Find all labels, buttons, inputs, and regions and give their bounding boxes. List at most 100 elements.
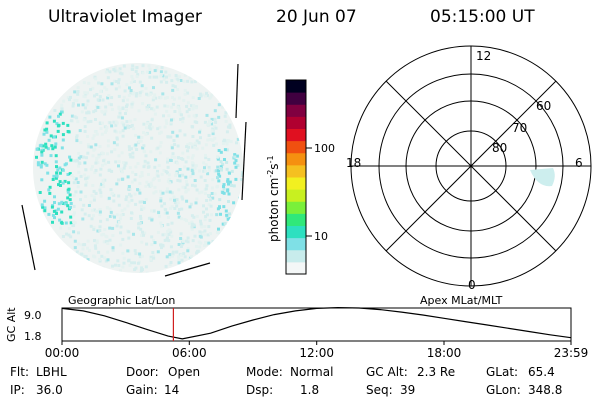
disk-pixel <box>195 147 199 151</box>
disk-pixel <box>95 156 99 160</box>
disk-pixel <box>123 207 127 211</box>
disk-pixel <box>94 191 98 195</box>
disk-pixel <box>222 140 226 144</box>
disk-pixel <box>100 254 104 258</box>
disk-pixel <box>124 198 128 202</box>
disk-pixel <box>140 205 143 209</box>
disk-pixel <box>60 146 64 150</box>
disk-pixel <box>40 150 44 154</box>
disk-pixel <box>56 168 60 172</box>
disk-pixel <box>117 203 121 207</box>
disk-pixel <box>121 265 125 269</box>
disk-pixel <box>145 180 149 184</box>
disk-pixel <box>73 115 77 119</box>
disk-pixel <box>95 132 99 136</box>
disk-pixel <box>77 252 81 256</box>
disk-pixel <box>174 171 178 175</box>
disk-pixel <box>140 240 144 244</box>
disk-pixel <box>125 105 128 108</box>
disk-pixel <box>210 213 213 217</box>
disk-pixel <box>133 261 136 265</box>
disk-pixel <box>97 250 101 254</box>
disk-pixel <box>88 248 91 252</box>
disk-pixel <box>167 239 171 243</box>
mlt-label-18: 18 <box>346 156 361 170</box>
disk-pixel <box>135 92 139 96</box>
disk-pixel <box>122 166 126 170</box>
disk-pixel <box>166 216 170 219</box>
disk-pixel <box>94 168 98 172</box>
disk-pixel <box>163 211 167 215</box>
disk-pixel <box>130 261 134 265</box>
disk-pixel <box>117 194 121 198</box>
disk-pixel <box>109 188 113 192</box>
disk-pixel <box>207 122 211 126</box>
info-flt-value: LBHL <box>36 365 67 379</box>
disk-pixel <box>47 138 51 142</box>
disk-pixel <box>92 148 96 152</box>
disk-pixel <box>101 163 104 167</box>
disk-pixel <box>191 135 195 138</box>
colorbar-stop <box>286 249 306 263</box>
disk-pixel <box>121 129 125 133</box>
disk-pixel <box>109 103 113 107</box>
disk-pixel <box>194 106 198 110</box>
disk-pixel <box>115 143 119 147</box>
disk-pixel <box>78 129 82 133</box>
disk-pixel <box>153 69 157 73</box>
disk-pixel <box>203 233 207 237</box>
disk-pixel <box>74 177 78 181</box>
disk-pixel <box>104 259 108 263</box>
disk-pixel <box>155 172 159 176</box>
disk-pixel <box>171 84 175 88</box>
disk-pixel <box>131 170 135 174</box>
disk-pixel <box>160 172 164 176</box>
disk-pixel <box>72 220 76 224</box>
colorbar-stop <box>286 213 306 227</box>
disk-pixel <box>144 132 148 136</box>
disk-pixel <box>215 155 219 159</box>
disk-pixel <box>210 117 214 121</box>
disk-pixel <box>227 182 230 186</box>
disk-pixel <box>138 200 142 204</box>
disk-pixel <box>137 109 141 113</box>
disk-pixel <box>147 64 151 68</box>
colorbar-stop <box>286 152 306 166</box>
info-glat-value: 65.4 <box>528 365 555 379</box>
disk-pixel <box>111 234 115 238</box>
disk-pixel <box>60 103 64 107</box>
disk-pixel <box>129 124 133 128</box>
disk-pixel <box>221 222 225 226</box>
disk-pixel <box>117 94 121 98</box>
disk-pixel <box>141 268 144 272</box>
disk-pixel <box>106 242 110 245</box>
disk-pixel <box>76 181 80 184</box>
disk-pixel <box>228 171 231 175</box>
disk-pixel <box>188 257 192 261</box>
disk-pixel <box>97 153 101 157</box>
disk-pixel <box>222 138 226 142</box>
disk-pixel <box>152 254 155 258</box>
disk-pixel <box>134 165 138 169</box>
disk-pixel <box>67 130 71 134</box>
disk-pixel <box>93 94 96 98</box>
disk-pixel <box>95 159 99 163</box>
disk-pixel <box>181 197 185 201</box>
mlt-label-12: 12 <box>476 49 491 63</box>
disk-pixel <box>127 185 131 188</box>
disk-pixel <box>140 208 144 211</box>
disk-pixel <box>86 246 89 250</box>
disk-pixel <box>80 252 84 256</box>
disk-pixel <box>92 228 96 231</box>
disk-pixel <box>225 213 229 217</box>
disk-pixel <box>171 88 175 92</box>
disk-pixel <box>72 230 76 234</box>
disk-pixel <box>174 74 178 77</box>
disk-pixel <box>215 142 218 146</box>
disk-pixel <box>138 174 142 178</box>
disk-pixel <box>218 167 222 170</box>
colorbar-stop <box>286 116 306 130</box>
disk-pixel <box>93 75 97 79</box>
disk-pixel <box>35 155 38 159</box>
disk-pixel <box>173 155 177 159</box>
